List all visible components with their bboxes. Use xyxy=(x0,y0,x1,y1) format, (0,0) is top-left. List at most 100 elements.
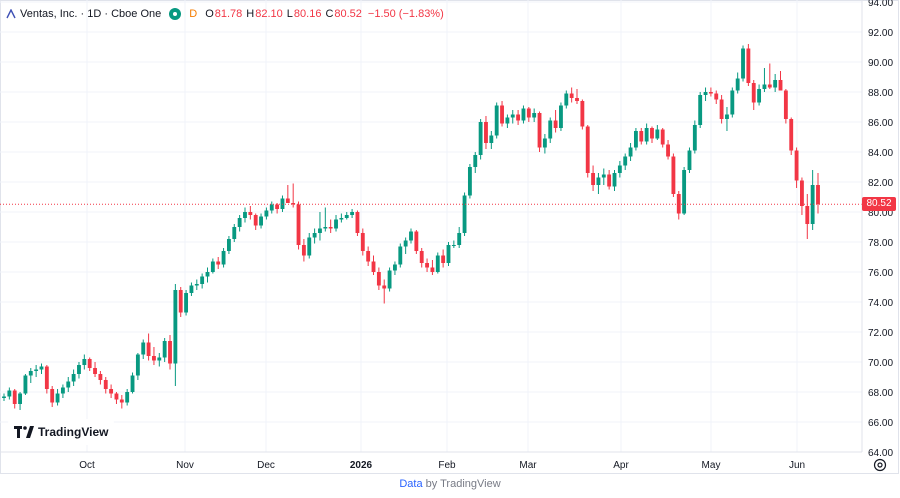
x-tick-label: May xyxy=(702,460,721,471)
low-label: L xyxy=(286,8,293,20)
candle xyxy=(34,365,39,377)
candle xyxy=(221,248,226,268)
price-chart[interactable]: 64.00 66.00 68.00 70.00 72.00 74.00 76.00 78.00… xyxy=(0,0,900,474)
candle xyxy=(205,267,210,283)
candle xyxy=(414,230,419,254)
candle-body xyxy=(767,84,772,88)
candle-body xyxy=(650,128,654,139)
candle-body xyxy=(478,122,483,155)
y-tick-label: 68.00 xyxy=(868,388,893,399)
candle xyxy=(232,224,237,242)
candle xyxy=(623,153,628,170)
candle-body xyxy=(82,359,87,365)
candle-body xyxy=(173,290,178,364)
candle-body xyxy=(569,93,574,98)
candle-body xyxy=(708,92,713,94)
candle-body xyxy=(703,92,708,95)
settings-icon[interactable] xyxy=(873,458,887,472)
y-tick-label: 80.00 xyxy=(868,208,893,219)
candle xyxy=(446,242,451,266)
candle-body xyxy=(119,399,124,403)
candle-body xyxy=(666,144,670,157)
x-tick-label: Mar xyxy=(519,460,537,471)
candle xyxy=(125,389,130,406)
candle xyxy=(800,177,804,215)
candle xyxy=(569,87,574,103)
market-status-icon xyxy=(169,8,182,20)
candle-body xyxy=(741,48,745,79)
tradingview-logo[interactable]: TradingView xyxy=(8,419,115,445)
candle-body xyxy=(253,215,258,226)
candle-body xyxy=(135,354,140,376)
candle xyxy=(371,255,376,275)
candle xyxy=(773,74,778,92)
candle xyxy=(430,260,435,275)
candle xyxy=(767,63,772,89)
candle xyxy=(494,102,499,139)
candle-body xyxy=(714,93,719,100)
candle xyxy=(708,87,713,97)
candle xyxy=(318,212,322,241)
symbol-title: Ventas, Inc. · 1D · Cboe One xyxy=(20,8,162,20)
data-link[interactable]: Data xyxy=(399,478,423,490)
candle-body xyxy=(339,218,344,220)
low-value: 80.16 xyxy=(293,8,322,20)
candle xyxy=(703,87,708,101)
candle-body xyxy=(130,375,135,392)
candle-body xyxy=(757,89,762,103)
candle-body xyxy=(489,135,494,143)
candle xyxy=(398,243,403,268)
candle xyxy=(746,44,751,86)
candle xyxy=(526,107,531,122)
candle xyxy=(617,161,622,178)
candle xyxy=(334,215,338,232)
candle-body xyxy=(751,83,756,103)
candle-body xyxy=(87,359,92,368)
symbol-logo-icon xyxy=(6,9,16,19)
candle xyxy=(109,384,114,398)
high-label: H xyxy=(246,8,255,20)
candle-body xyxy=(457,233,462,245)
candle-body xyxy=(237,218,242,227)
candle-body xyxy=(200,276,205,284)
candle-body xyxy=(366,251,371,262)
candle-body xyxy=(93,368,97,374)
candle-body xyxy=(580,101,585,127)
candle-body xyxy=(682,170,687,214)
candle-body xyxy=(542,138,547,148)
candle xyxy=(366,246,371,266)
candle xyxy=(591,165,596,191)
candle xyxy=(660,128,665,148)
candle xyxy=(307,233,312,259)
candle-body xyxy=(505,117,510,124)
candle xyxy=(548,117,553,143)
candle-body xyxy=(612,173,617,187)
candle xyxy=(23,374,28,395)
candle-body xyxy=(805,206,810,224)
candle xyxy=(596,173,601,194)
candle xyxy=(751,80,756,110)
candle-body xyxy=(548,120,553,139)
candle-body xyxy=(446,245,451,263)
y-tick-label: 66.00 xyxy=(868,418,893,429)
time-axis: Oct Nov Dec 2026 Feb Mar Apr May Jun xyxy=(0,451,862,471)
x-tick-label: Dec xyxy=(257,460,275,471)
candle-body xyxy=(157,357,162,361)
candle xyxy=(210,258,215,274)
candle xyxy=(189,282,194,296)
candle xyxy=(441,249,446,268)
candle-body xyxy=(816,185,820,205)
candle-body xyxy=(596,177,601,185)
candle-body xyxy=(168,341,172,364)
candle xyxy=(650,126,654,143)
candle-body xyxy=(617,165,622,173)
candle-body xyxy=(409,231,413,241)
candle xyxy=(323,207,328,232)
candle xyxy=(478,119,483,160)
candle-body xyxy=(50,389,55,403)
candle xyxy=(248,206,253,220)
candle-body xyxy=(210,261,215,272)
candle-body xyxy=(114,393,119,400)
candle-body xyxy=(39,366,44,370)
candle-body xyxy=(403,240,408,247)
